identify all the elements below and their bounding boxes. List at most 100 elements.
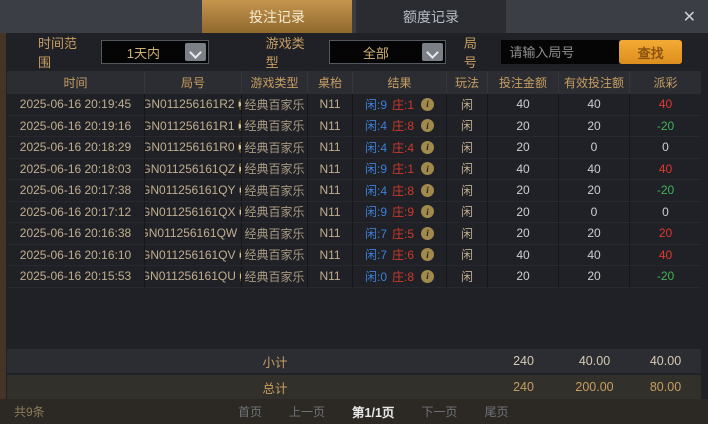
- cell-play: 闲: [447, 180, 488, 201]
- cell-time: 2025-06-16 20:18:03: [7, 158, 145, 179]
- result-player: 闲:4: [364, 140, 387, 155]
- cell-round-id: GN011256161QW▶: [145, 223, 242, 244]
- result-banker: 庄:8: [392, 183, 415, 198]
- cell-play: 闲: [447, 244, 488, 265]
- replay-icon[interactable]: ▶: [238, 98, 241, 110]
- cell-valid-bet: 40: [559, 94, 630, 115]
- cell-valid-bet: 20: [559, 223, 630, 244]
- pagination: 首页 上一页 第1/1页 下一页 尾页: [238, 399, 508, 424]
- info-icon[interactable]: i: [421, 97, 435, 111]
- info-icon[interactable]: i: [421, 269, 435, 283]
- cell-time: 2025-06-16 20:19:16: [7, 115, 145, 136]
- cell-result: 闲:7 庄:6 i: [353, 244, 447, 265]
- total-payout: 80.00: [649, 380, 682, 394]
- cell-time: 2025-06-16 20:16:38: [7, 223, 145, 244]
- replay-icon[interactable]: ▶: [239, 163, 241, 175]
- cell-valid-bet: 40: [559, 158, 630, 179]
- replay-icon[interactable]: ▶: [239, 184, 241, 196]
- info-icon[interactable]: i: [421, 119, 435, 133]
- cell-table-id: N11: [308, 158, 353, 179]
- info-icon[interactable]: i: [421, 248, 435, 262]
- cell-bet: 20: [488, 266, 559, 287]
- cell-time: 2025-06-16 20:16:10: [7, 244, 145, 265]
- page-last-button[interactable]: 尾页: [484, 405, 509, 419]
- result-player: 闲:4: [364, 119, 387, 134]
- cell-play: 闲: [447, 201, 488, 222]
- total-valid-bet: 200.00: [575, 380, 614, 394]
- result-banker: 庄:6: [392, 248, 415, 263]
- cell-game-type: 经典百家乐: [242, 137, 308, 158]
- cell-table-id: N11: [308, 244, 353, 265]
- cell-payout: 40: [658, 161, 673, 176]
- cell-game-type: 经典百家乐: [242, 94, 308, 115]
- round-number-input[interactable]: [501, 40, 620, 64]
- result-player: 闲:9: [364, 97, 387, 112]
- info-icon[interactable]: i: [421, 140, 435, 154]
- result-banker: 庄:8: [392, 119, 415, 134]
- game-type-select[interactable]: 全部: [328, 40, 447, 64]
- cell-bet: 40: [488, 94, 559, 115]
- tab-quota-records[interactable]: 额度记录: [356, 0, 506, 33]
- cell-result: 闲:9 庄:9 i: [353, 201, 447, 222]
- cell-game-type: 经典百家乐: [242, 158, 308, 179]
- time-range-value: 1天内: [126, 45, 160, 61]
- cell-bet: 20: [488, 180, 559, 201]
- chevron-down-icon[interactable]: [184, 43, 206, 61]
- page-prev-button[interactable]: 上一页: [289, 405, 326, 419]
- col-header-valid-bet: 有效投注额: [559, 71, 630, 94]
- info-icon[interactable]: i: [421, 162, 435, 176]
- table-row: 2025-06-16 20:16:38 GN011256161QW▶ 经典百家乐…: [7, 223, 701, 245]
- result-player: 闲:4: [364, 183, 387, 198]
- tab-bet-records[interactable]: 投注记录: [202, 0, 352, 33]
- cell-bet: 20: [488, 137, 559, 158]
- time-range-select[interactable]: 1天内: [100, 40, 209, 64]
- game-type-value: 全部: [362, 45, 389, 61]
- summary-rows: 小计 240 40.00 40.00 总计 240 200.00 80.00: [7, 349, 701, 399]
- info-icon[interactable]: i: [421, 183, 435, 197]
- result-banker: 庄:5: [392, 226, 415, 241]
- result-player: 闲:7: [364, 248, 387, 263]
- info-icon[interactable]: i: [421, 205, 435, 219]
- replay-icon[interactable]: ▶: [239, 206, 241, 218]
- cell-result: 闲:7 庄:5 i: [353, 223, 447, 244]
- result-player: 闲:9: [364, 162, 387, 177]
- filter-bar: 时间范围 1天内 游戏类型 全部 局号 查找: [0, 33, 708, 71]
- info-icon[interactable]: i: [421, 226, 435, 240]
- replay-icon[interactable]: ▶: [239, 249, 241, 261]
- col-header-game-type: 游戏类型: [242, 71, 308, 94]
- cell-round-id: GN011256161QU▶: [145, 266, 242, 287]
- cell-bet: 40: [488, 244, 559, 265]
- result-banker: 庄:1: [392, 162, 415, 177]
- page-first-button[interactable]: 首页: [238, 405, 263, 419]
- table-row: 2025-06-16 20:18:29 GN011256161R0▶ 经典百家乐…: [7, 137, 701, 159]
- page-next-button[interactable]: 下一页: [421, 405, 458, 419]
- subtotal-payout: 40.00: [649, 354, 682, 368]
- cell-bet: 40: [488, 158, 559, 179]
- cell-table-id: N11: [308, 201, 353, 222]
- search-button[interactable]: 查找: [619, 40, 683, 64]
- cell-result: 闲:4 庄:4 i: [353, 137, 447, 158]
- table-row: 2025-06-16 20:19:45 GN011256161R2▶ 经典百家乐…: [7, 94, 701, 116]
- chevron-down-icon[interactable]: [422, 43, 444, 61]
- table-header: 时间 局号 游戏类型 桌枱 结果 玩法 投注金额 有效投注额 派彩: [7, 71, 701, 94]
- cell-table-id: N11: [308, 266, 353, 287]
- table-row: 2025-06-16 20:17:38 GN011256161QY▶ 经典百家乐…: [7, 180, 701, 202]
- cell-bet: 20: [488, 223, 559, 244]
- cell-table-id: N11: [308, 115, 353, 136]
- cell-bet: 20: [488, 201, 559, 222]
- cell-game-type: 经典百家乐: [242, 266, 308, 287]
- replay-icon[interactable]: ▶: [238, 141, 241, 153]
- cell-play: 闲: [447, 223, 488, 244]
- close-icon[interactable]: ✕: [682, 8, 696, 26]
- col-header-result: 结果: [353, 71, 447, 94]
- replay-icon[interactable]: ▶: [238, 120, 241, 132]
- cell-game-type: 经典百家乐: [242, 223, 308, 244]
- cell-game-type: 经典百家乐: [242, 180, 308, 201]
- cell-table-id: N11: [308, 223, 353, 244]
- cell-time: 2025-06-16 20:17:12: [7, 201, 145, 222]
- replay-icon[interactable]: ▶: [239, 270, 241, 282]
- total-row: 总计 240 200.00 80.00: [7, 375, 701, 399]
- cell-valid-bet: 40: [559, 244, 630, 265]
- subtotal-valid-bet: 40.00: [578, 354, 611, 368]
